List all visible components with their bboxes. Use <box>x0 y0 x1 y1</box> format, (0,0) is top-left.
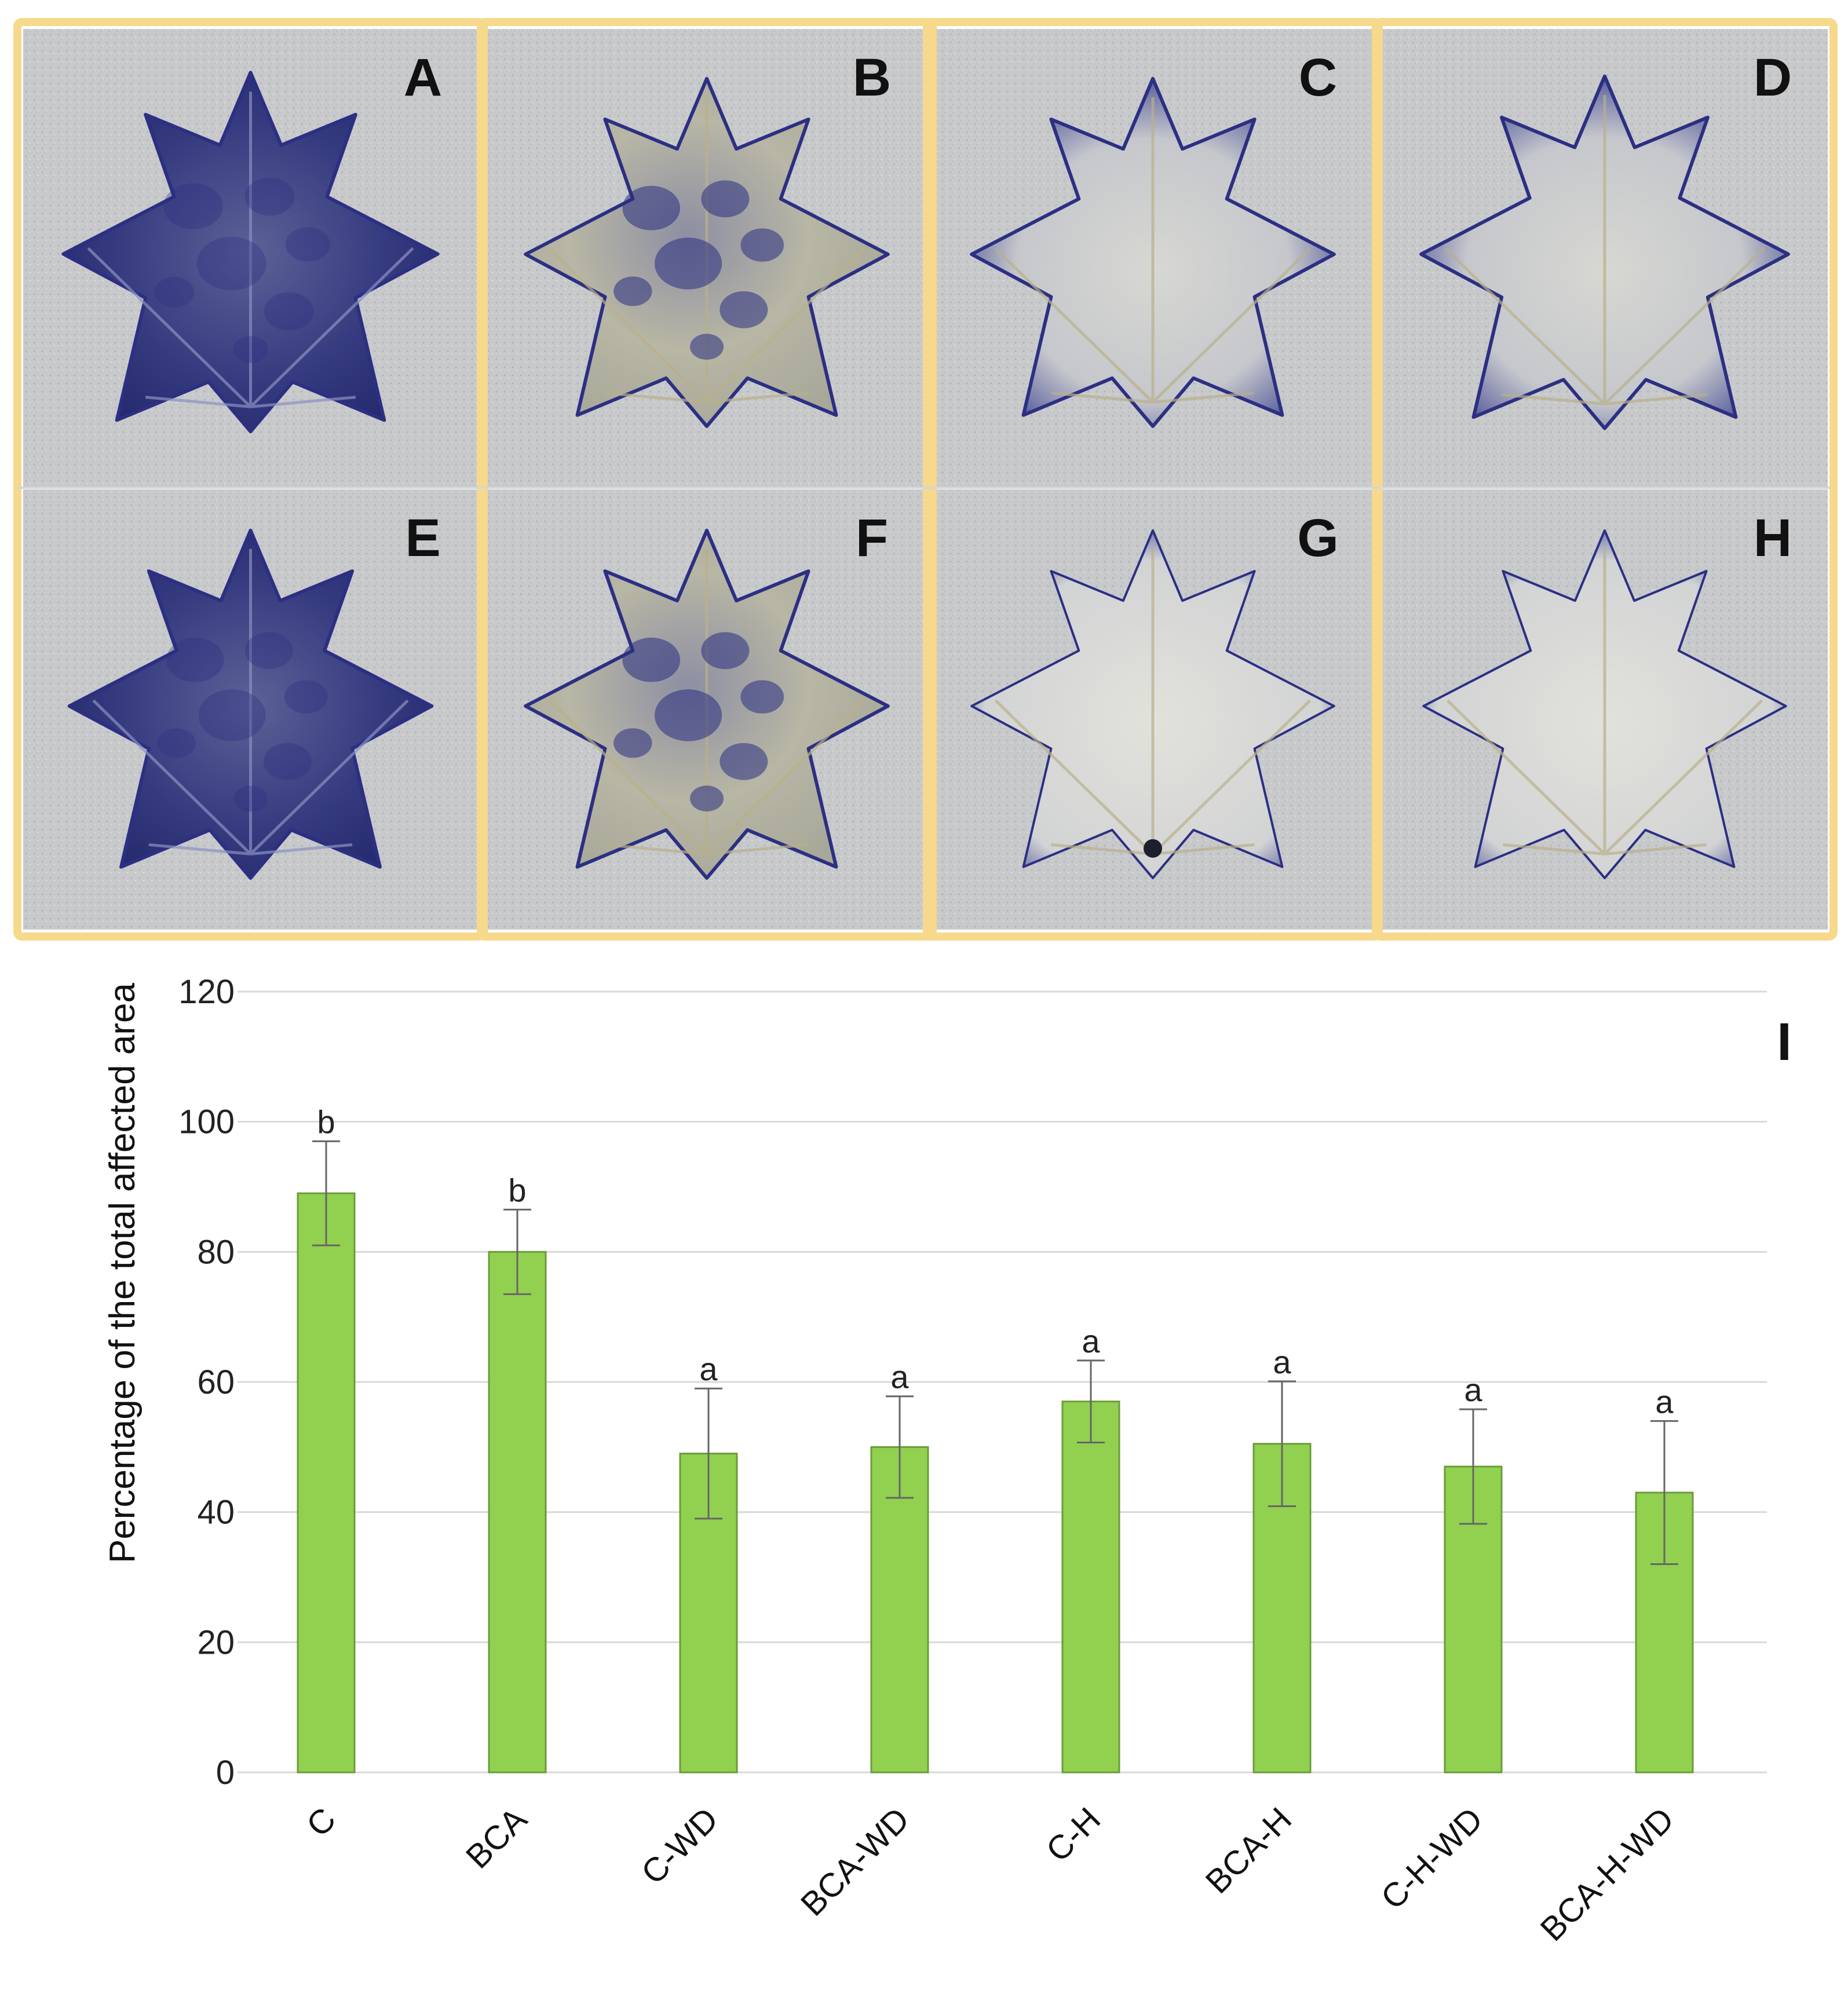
y-tick-label: 120 <box>178 973 235 1011</box>
leaf-veins <box>1444 94 1765 406</box>
x-tick-label: C-WD <box>634 1800 726 1892</box>
y-tick-label: 40 <box>197 1494 235 1531</box>
panel-letter-c: C <box>1299 48 1337 107</box>
panel-label-i: I <box>1777 1012 1792 1072</box>
panel-frame <box>477 18 937 941</box>
panel-letter-d: D <box>1754 48 1792 107</box>
leaf-panel-e: E <box>23 489 478 930</box>
x-tick-label: BCA-H <box>1199 1800 1299 1901</box>
significance-letter: a <box>1464 1372 1482 1408</box>
error-bar <box>1650 1420 1678 1566</box>
y-tick-label: 60 <box>197 1363 235 1401</box>
x-tick-label: BCA <box>459 1800 535 1876</box>
bar-bca <box>488 1251 547 1774</box>
leaf-photo-panels: A B C D E F G H <box>13 18 1838 941</box>
stain-spots <box>613 180 784 360</box>
leaf-panel-c: C <box>933 29 1373 487</box>
affected-area-bar-chart: Percentage of the total affected area I … <box>103 973 1792 1948</box>
leaf-veins <box>994 549 1312 855</box>
panel-letter-a: A <box>404 48 442 107</box>
panel-letter-h: H <box>1754 509 1792 568</box>
error-bar <box>695 1387 722 1520</box>
leaf-panel-g: G <box>933 489 1373 930</box>
leaf-veins <box>994 97 1312 404</box>
leaf-panel-h: H <box>1382 489 1828 930</box>
error-bar <box>1268 1380 1296 1508</box>
bar-c-h <box>1061 1401 1120 1774</box>
y-tick-label: 20 <box>197 1624 235 1661</box>
panel-letter-f: F <box>856 509 888 568</box>
y-tick-label: 80 <box>197 1233 235 1271</box>
error-bar <box>886 1395 914 1499</box>
x-tick-label: C-H <box>1039 1800 1108 1869</box>
stain-spots <box>154 177 330 363</box>
error-bar <box>1077 1359 1105 1443</box>
significance-letter: a <box>890 1359 909 1395</box>
significance-letter: a <box>1082 1323 1100 1359</box>
error-bar <box>503 1208 531 1295</box>
significance-letter: a <box>699 1351 718 1387</box>
leaf-veins <box>1446 549 1763 855</box>
y-tick-label: 0 <box>216 1754 235 1791</box>
significance-letter: a <box>1655 1383 1674 1420</box>
petiole-scar <box>1144 839 1162 858</box>
leaf-panel-a: A <box>23 29 478 487</box>
significance-letter: b <box>508 1172 526 1208</box>
bar-bca-wd <box>870 1446 929 1774</box>
panel-letter-g: G <box>1297 509 1339 568</box>
leaf-panel-d: D <box>1382 29 1828 487</box>
leaf-panel-b: B <box>487 29 927 487</box>
x-tick-label: C-H-WD <box>1374 1800 1490 1917</box>
leaf-veins <box>87 92 414 408</box>
significance-letter: a <box>1273 1344 1291 1380</box>
x-tick-label: C <box>300 1800 344 1844</box>
stain-spots <box>613 632 784 811</box>
error-bar <box>1459 1408 1487 1525</box>
x-tick-label: BCA-WD <box>794 1800 916 1923</box>
leaf-panel-f: F <box>487 489 927 930</box>
leaf-veins <box>92 549 409 855</box>
panel-letter-e: E <box>405 509 440 568</box>
y-axis-title: Percentage of the total affected area <box>103 983 143 1563</box>
significance-letter: b <box>317 1103 335 1140</box>
panel-frame <box>1372 18 1838 941</box>
stain-spots <box>157 632 328 811</box>
x-tick-label: BCA-H-WD <box>1533 1800 1682 1948</box>
y-tick-label: 100 <box>178 1103 235 1141</box>
panel-letter-b: B <box>853 48 891 107</box>
bar-c <box>297 1192 356 1774</box>
error-bar <box>312 1140 340 1246</box>
